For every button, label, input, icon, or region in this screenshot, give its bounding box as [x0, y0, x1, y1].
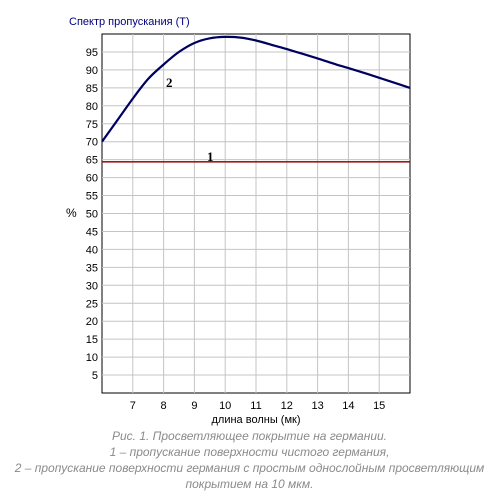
y-tick-label-65: 65	[86, 155, 98, 167]
series-1-label: 1	[207, 149, 214, 164]
y-tick-label-30: 30	[86, 280, 98, 292]
y-axis-ticks: 5 10 15 20 25 30 35 40 45 50 55 60 65 70 75 80 85 90 95	[86, 47, 98, 382]
x-tick-label-11: 11	[250, 400, 261, 412]
y-tick-label-20: 20	[86, 316, 98, 328]
series-2-line	[101, 35, 411, 143]
y-tick-label-25: 25	[86, 298, 98, 310]
x-tick-label-13: 13	[311, 400, 323, 412]
x-tick-label-7: 7	[130, 400, 136, 412]
y-tick-label-90: 90	[86, 65, 98, 77]
y-tick-label-85: 85	[86, 83, 98, 95]
chart-title: Спектр пропускания (T)	[69, 16, 190, 28]
y-tick-label-55: 55	[86, 191, 98, 203]
grid	[102, 34, 410, 393]
y-tick-label-35: 35	[86, 262, 98, 274]
y-tick-label-70: 70	[86, 137, 98, 149]
y-tick-label-80: 80	[86, 101, 98, 113]
series-2-label: 2	[166, 75, 173, 90]
caption-line-2: 1 – пропускание поверхности чистого герм…	[109, 445, 390, 459]
y-tick-label-60: 60	[86, 173, 98, 185]
y-axis-label: %	[66, 206, 77, 220]
caption-line-1: Рис. 1. Просветляющее покрытие на герман…	[111, 429, 387, 443]
x-tick-label-9: 9	[191, 400, 197, 412]
y-tick-label-45: 45	[86, 226, 98, 238]
x-tick-label-15: 15	[373, 400, 385, 412]
y-tick-label-95: 95	[86, 47, 98, 59]
y-tick-label-5: 5	[92, 370, 98, 382]
caption-line-4: покрытием на 10 мкм.	[185, 477, 314, 491]
x-tick-label-14: 14	[342, 400, 354, 412]
caption-line-3: 2 – пропускание поверхности германия с п…	[14, 461, 485, 475]
x-axis-ticks: 7 8 9 10 11 12 13 14 15	[130, 400, 386, 412]
x-axis-label: длина волны (мк)	[212, 414, 301, 426]
y-tick-label-40: 40	[86, 244, 98, 256]
figure-caption: Рис. 1. Просветляющее покрытие на герман…	[0, 428, 499, 492]
x-tick-label-10: 10	[219, 400, 231, 412]
transmission-chart: Спектр пропускания (T) 5 10 15 20 25 30 35 40 45…	[66, 16, 411, 426]
x-tick-label-12: 12	[281, 400, 293, 412]
y-tick-label-75: 75	[86, 119, 98, 131]
series-lines	[101, 35, 411, 163]
y-tick-label-10: 10	[86, 352, 98, 364]
x-tick-label-8: 8	[161, 400, 167, 412]
y-tick-label-15: 15	[86, 334, 98, 346]
y-tick-label-50: 50	[86, 209, 98, 221]
